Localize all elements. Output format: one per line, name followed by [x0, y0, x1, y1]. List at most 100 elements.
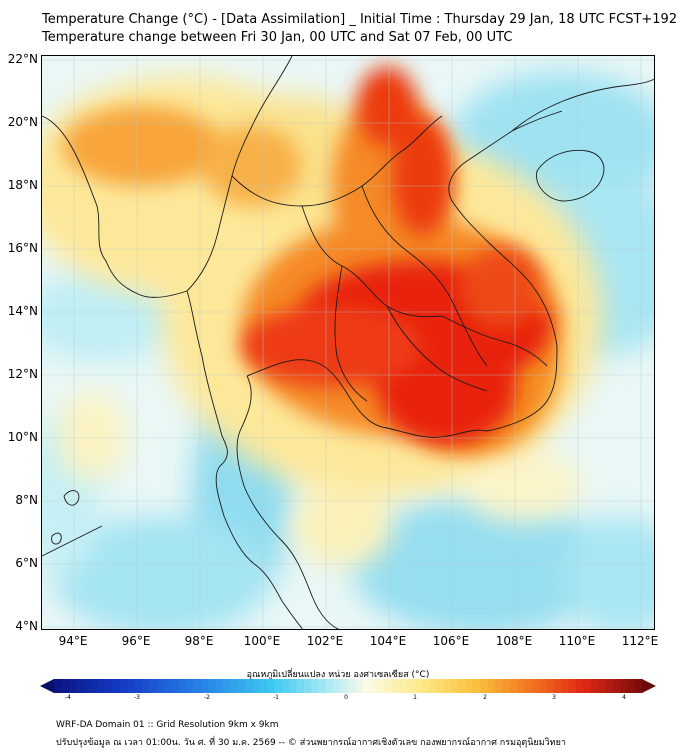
lon-tick-106e: 106°E — [432, 634, 470, 648]
lon-tick-108e: 108°E — [495, 634, 533, 648]
colorbar-cell — [597, 679, 606, 693]
colorbar-cell — [355, 679, 363, 693]
colorbar-tick-4: 4 — [622, 694, 626, 701]
colorbar-tick-neg2: -2 — [204, 694, 210, 701]
colorbar-cell — [178, 679, 187, 693]
colorbar-cell — [348, 679, 356, 693]
colorbar-cell — [450, 679, 459, 693]
colorbar-cell — [83, 679, 92, 693]
colorbar-cell — [531, 679, 540, 693]
colorbar-cell — [171, 679, 180, 693]
colorbar-cell — [237, 679, 246, 693]
lat-tick-12n: 12°N — [7, 367, 38, 381]
lon-tick-102e: 102°E — [306, 634, 344, 648]
colorbar — [40, 679, 656, 693]
colorbar-cell — [333, 679, 341, 693]
colorbar-tick-3: 3 — [552, 694, 556, 701]
colorbar-cell — [480, 679, 488, 693]
colorbar-cell — [105, 679, 114, 693]
update-credit: ปรับปรุงข้อมูล ณ เวลา 01:00น. วัน ศ. ที่… — [56, 738, 566, 748]
lat-tick-16n: 16°N — [7, 241, 38, 255]
colorbar-cell — [156, 679, 165, 693]
lat-tick-22n: 22°N — [7, 52, 38, 66]
colorbar-cell — [612, 679, 621, 693]
colorbar-cell — [98, 679, 106, 693]
colorbar-cell — [634, 679, 643, 693]
lat-tick-8n: 8°N — [15, 493, 38, 507]
colorbar-cell — [436, 679, 444, 693]
colorbar-cell — [428, 679, 437, 693]
colorbar-cell — [318, 679, 327, 693]
colorbar-cell — [495, 679, 503, 693]
colorbar-cell — [406, 679, 415, 693]
colorbar-tick-neg1: -1 — [273, 694, 279, 701]
colorbar-cell — [465, 679, 474, 693]
colorbar-cell — [193, 679, 202, 693]
lon-tick-96e: 96°E — [121, 634, 151, 648]
colorbar-min-arrow — [40, 679, 54, 693]
colorbar-cell — [223, 679, 231, 693]
colorbar-cell — [76, 679, 84, 693]
colorbar-cell — [399, 679, 408, 693]
colorbar-cell — [575, 679, 584, 693]
max-warm-layer — [242, 66, 552, 446]
colorbar-cell — [568, 679, 577, 693]
colorbar-cell — [54, 679, 62, 693]
map-title: Temperature Change (°C) - [Data Assimila… — [42, 12, 676, 27]
colorbar-cell — [134, 679, 143, 693]
colorbar-cell — [245, 679, 253, 693]
colorbar-cell — [267, 679, 275, 693]
colorbar-cell — [546, 679, 555, 693]
lat-tick-4n: 4°N — [15, 619, 38, 633]
colorbar-cell — [274, 679, 283, 693]
lon-tick-104e: 104°E — [369, 634, 407, 648]
lon-tick-110e: 110°E — [558, 634, 596, 648]
colorbar-cell — [164, 679, 172, 693]
lat-tick-18n: 18°N — [7, 178, 38, 192]
colorbar-cell — [458, 679, 466, 693]
colorbar-cell — [142, 679, 150, 693]
colorbar-cell — [201, 679, 209, 693]
colorbar-tick-1: 1 — [413, 694, 417, 701]
lat-tick-14n: 14°N — [7, 304, 38, 318]
colorbar-cell — [149, 679, 158, 693]
colorbar-cell — [340, 679, 349, 693]
colorbar-cell — [619, 679, 628, 693]
model-info: WRF-DA Domain 01 :: Grid Resolution 9km … — [56, 720, 279, 730]
colorbar-cell — [627, 679, 635, 693]
lon-tick-98e: 98°E — [184, 634, 214, 648]
colorbar-tick-neg3: -3 — [134, 694, 140, 701]
colorbar-cell — [384, 679, 393, 693]
lat-tick-20n: 20°N — [7, 115, 38, 129]
colorbar-cell — [215, 679, 224, 693]
colorbar-cell — [230, 679, 239, 693]
colorbar-cell — [311, 679, 319, 693]
colorbar-cell — [392, 679, 400, 693]
colorbar-cell — [590, 679, 599, 693]
lat-tick-6n: 6°N — [15, 556, 38, 570]
colorbar-tick-0: 0 — [344, 694, 348, 701]
colorbar-cell — [605, 679, 613, 693]
colorbar-tick-2: 2 — [483, 694, 487, 701]
colorbar-cell — [127, 679, 136, 693]
colorbar-max-arrow — [642, 679, 656, 693]
colorbar-title: อุณหภูมิเปลี่ยนแปลง หน่วย องศาเซลเซียส (… — [246, 670, 430, 680]
colorbar-cell — [370, 679, 378, 693]
colorbar-cell — [112, 679, 121, 693]
colorbar-cell — [487, 679, 496, 693]
lat-tick-10n: 10°N — [7, 430, 38, 444]
colorbar-cell — [259, 679, 268, 693]
lon-tick-94e: 94°E — [58, 634, 88, 648]
colorbar-cell — [414, 679, 422, 693]
colorbar-cell — [68, 679, 77, 693]
colorbar-tick-neg4: -4 — [65, 694, 71, 701]
map-canvas — [42, 56, 654, 629]
colorbar-cell — [583, 679, 591, 693]
lon-tick-112e: 112°E — [621, 634, 659, 648]
colorbar-cell — [296, 679, 305, 693]
map-subtitle: Temperature change between Fri 30 Jan, 0… — [42, 30, 513, 45]
colorbar-cell — [186, 679, 194, 693]
coastlines-borders — [42, 56, 654, 629]
colorbar-cell — [281, 679, 290, 693]
temperature-change-map[interactable] — [41, 55, 655, 630]
